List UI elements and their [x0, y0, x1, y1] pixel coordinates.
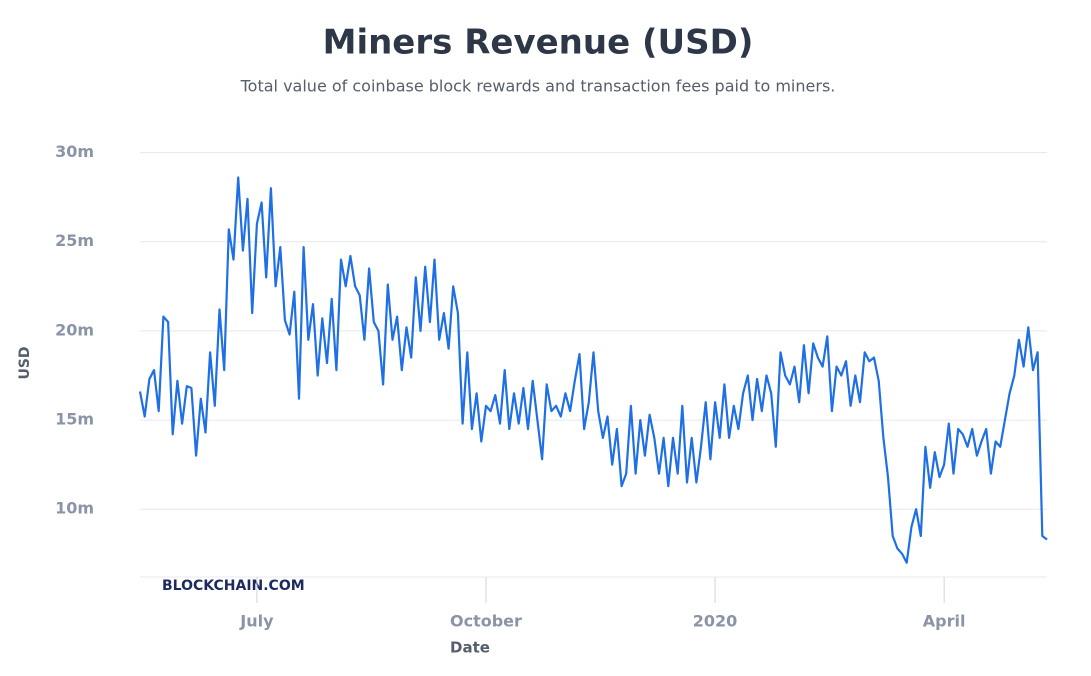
x-tick-label: July: [239, 612, 274, 631]
y-axis-label: USD: [17, 346, 33, 379]
y-tick-label: 10m: [55, 499, 94, 518]
chart-subtitle: Total value of coinbase block rewards an…: [240, 77, 836, 96]
x-tick-label: April: [923, 612, 966, 631]
chart-title: Miners Revenue (USD): [323, 23, 754, 63]
x-axis-label: Date: [450, 639, 490, 657]
data-line: [138, 176, 1048, 564]
x-tick-label: 2020: [693, 612, 738, 631]
y-tick-label: 30m: [55, 142, 94, 161]
y-tick-label: 25m: [55, 231, 94, 250]
y-tick-label: 15m: [55, 410, 94, 429]
x-tick-label: October: [450, 612, 522, 631]
watermark: BLOCKCHAIN.COM: [162, 578, 305, 594]
y-tick-label: 20m: [55, 320, 94, 339]
